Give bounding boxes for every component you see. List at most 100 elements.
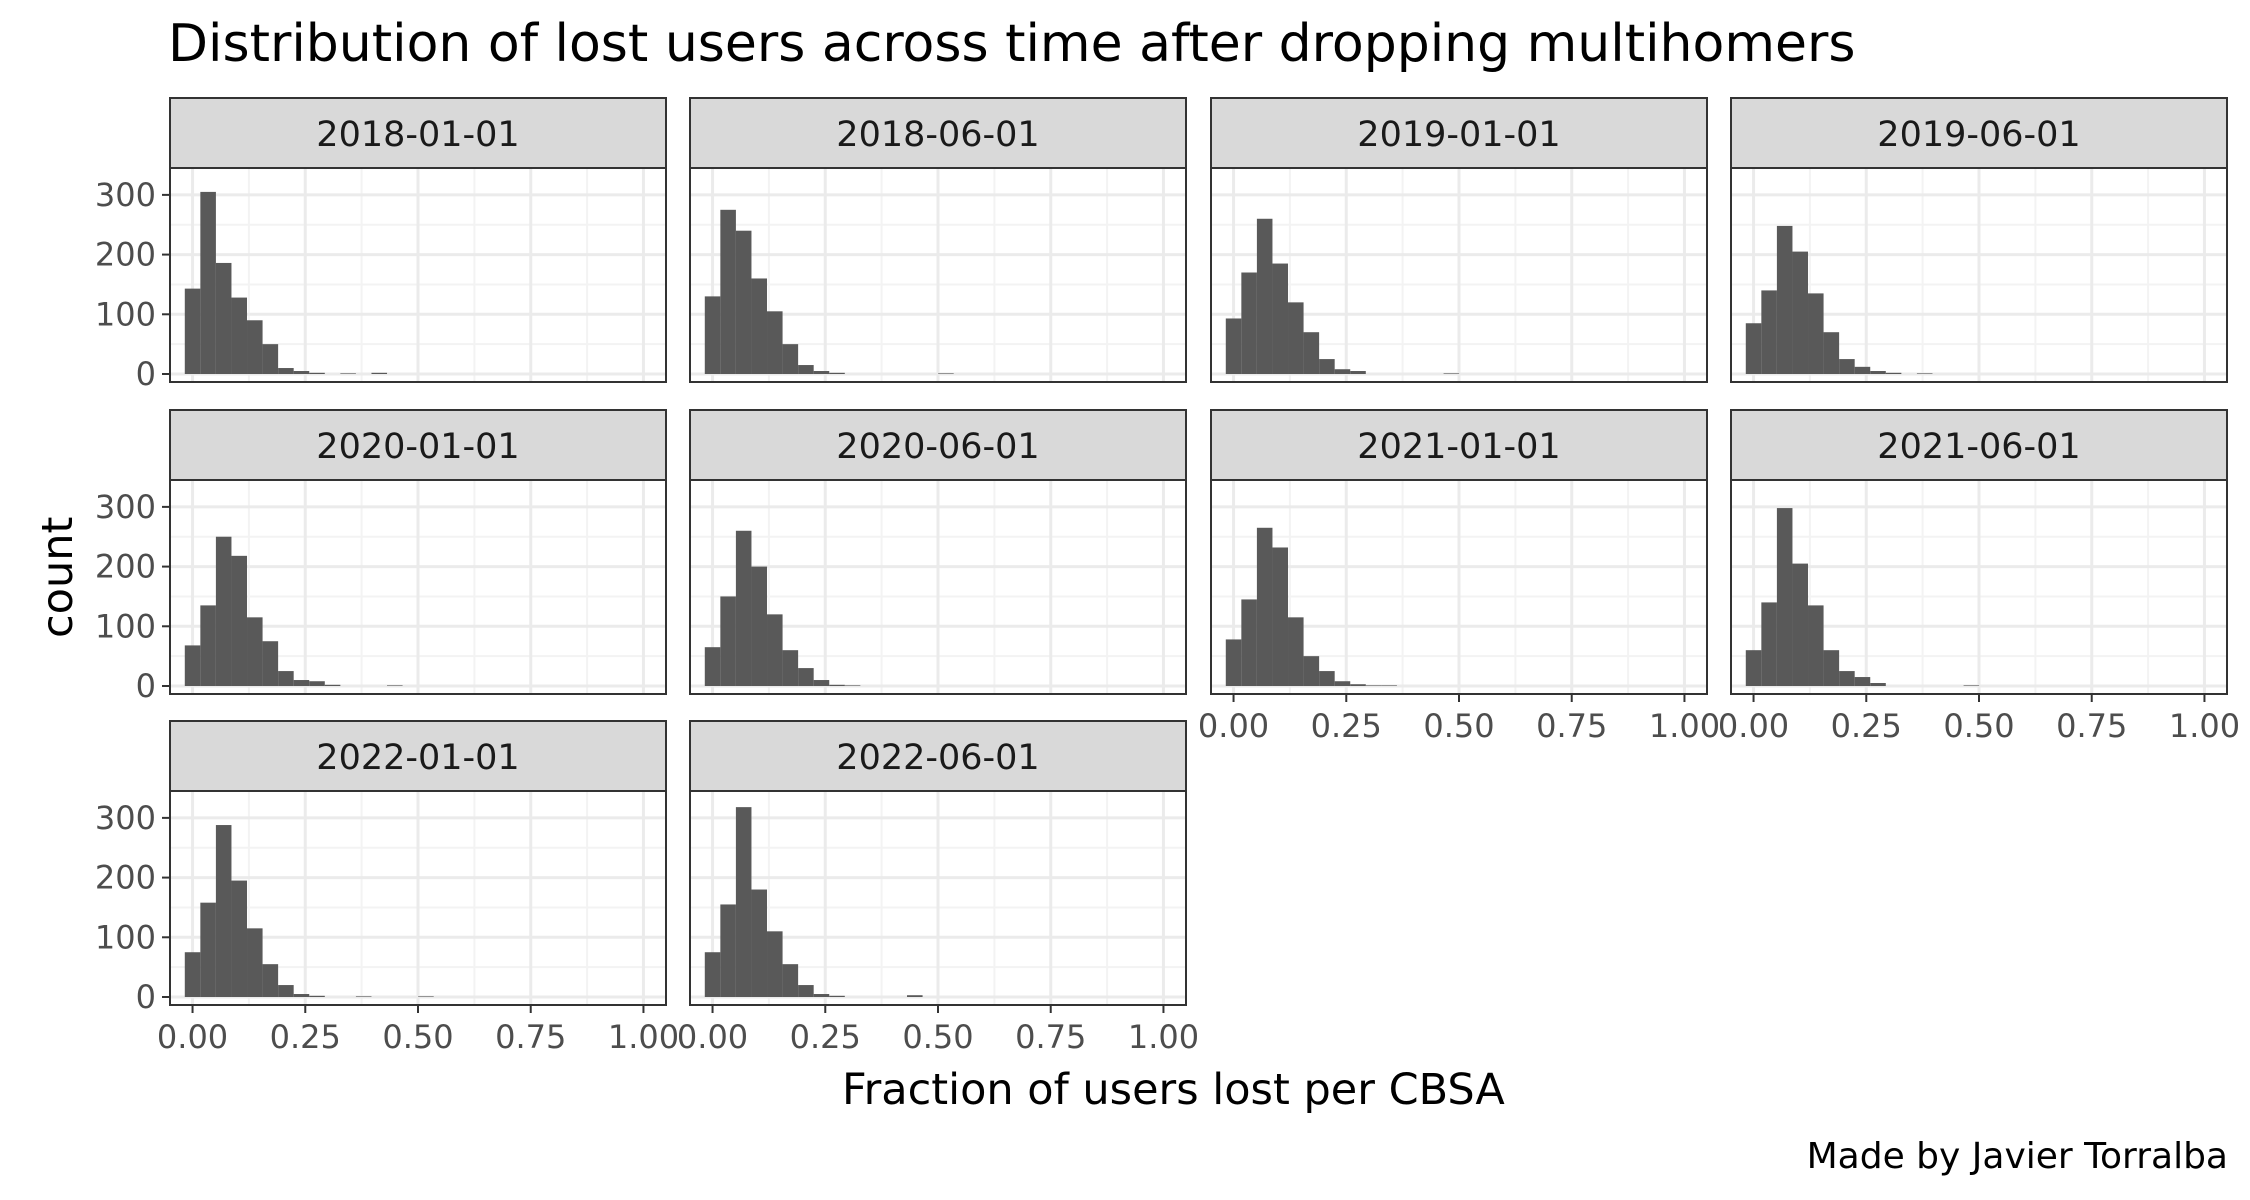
facet-panel: 2021-01-01 0.00 0.25 0.50 0.75 1.00 xyxy=(1198,409,1720,745)
facet-strip-label: 2021-06-01 xyxy=(1877,427,2080,467)
x-tick-label: 1.00 xyxy=(1649,707,1720,745)
facet-strip-label: 2022-01-01 xyxy=(316,738,519,778)
x-tick-label: 0.50 xyxy=(1423,707,1494,745)
histogram-bar xyxy=(262,641,279,686)
x-tick-label: 1.00 xyxy=(1128,1018,1199,1056)
histogram-bar xyxy=(751,566,768,686)
histogram-bar xyxy=(1365,685,1382,686)
facet-strip-label: 2018-06-01 xyxy=(836,115,1039,155)
x-tick-label: 0.75 xyxy=(495,1018,566,1056)
histogram-bar xyxy=(200,191,216,374)
histogram-bar xyxy=(371,372,388,374)
histogram-bar xyxy=(720,904,736,997)
facet-strip-label: 2020-01-01 xyxy=(316,427,519,467)
facet-strip xyxy=(1730,97,2228,169)
histogram-bar xyxy=(309,995,325,997)
facet-strip-label: 2021-01-01 xyxy=(1357,427,1560,467)
facet-strip-label: 2018-01-01 xyxy=(316,115,519,155)
histogram-bar xyxy=(907,995,923,997)
histogram-bar xyxy=(844,685,861,686)
y-tick-label: 200 xyxy=(95,859,156,897)
histogram-bar xyxy=(1334,681,1351,686)
histogram-bar xyxy=(1319,671,1335,686)
histogram-bar xyxy=(1808,605,1824,686)
histogram-bar xyxy=(231,880,248,997)
histogram-bar xyxy=(767,931,783,997)
histogram-bar xyxy=(1823,332,1840,374)
facet-strip-label: 2019-06-01 xyxy=(1877,115,2080,155)
facet-panel: 2018-01-01 0 100 200 300 xyxy=(95,97,667,393)
x-tick-label: 0.00 xyxy=(157,1018,228,1056)
histogram-bar xyxy=(278,985,294,997)
histogram-bar xyxy=(704,952,721,997)
histogram-bar xyxy=(200,605,216,686)
histogram-bar xyxy=(1808,293,1824,374)
histogram-bar xyxy=(1745,650,1762,686)
x-tick-label: 1.00 xyxy=(608,1018,679,1056)
histogram-bar xyxy=(1256,218,1273,374)
histogram-bar xyxy=(798,985,814,997)
histogram-bar xyxy=(1350,371,1366,374)
histogram-bar xyxy=(231,555,248,686)
histogram-bar xyxy=(1745,323,1762,374)
y-tick-label: 300 xyxy=(95,799,156,837)
histogram-bar xyxy=(735,230,752,374)
histogram-bar xyxy=(262,344,279,374)
histogram-bar xyxy=(1241,599,1257,686)
histogram-bar xyxy=(1319,359,1335,374)
facet-panel: 2021-06-01 0.00 0.25 0.50 0.75 1.00 xyxy=(1718,409,2240,745)
y-tick-label: 100 xyxy=(95,607,156,645)
histogram-bar xyxy=(829,995,845,997)
x-tick-label: 0.00 xyxy=(1198,707,1269,745)
histogram-bar xyxy=(1792,563,1809,686)
histogram-bar xyxy=(767,311,783,374)
histogram-bar xyxy=(278,368,294,374)
x-tick-label: 0.25 xyxy=(270,1018,341,1056)
x-tick-label: 0.75 xyxy=(1015,1018,1086,1056)
histogram-bar xyxy=(751,278,768,374)
facet-panel: 2020-01-01 0 100 200 300 xyxy=(95,409,667,705)
histogram-bar xyxy=(798,365,814,374)
histogram-bar xyxy=(293,994,310,997)
y-tick-label: 0 xyxy=(136,355,156,393)
histogram-bar xyxy=(1303,332,1320,374)
x-axis-title: Fraction of users lost per CBSA xyxy=(842,1065,1505,1115)
facet-strip xyxy=(1730,409,2228,481)
histogram-bar xyxy=(813,680,830,686)
x-tick-label: 0.25 xyxy=(1311,707,1382,745)
histogram-bar xyxy=(418,996,434,997)
x-tick-label: 0.50 xyxy=(902,1018,973,1056)
histogram-bar xyxy=(1225,639,1242,686)
histogram-bar xyxy=(938,373,954,374)
facet-strip-label: 2020-06-01 xyxy=(836,427,1039,467)
histogram-bar xyxy=(1792,251,1809,374)
histogram-bar xyxy=(1776,225,1793,374)
histogram-bar xyxy=(1870,371,1886,374)
panel-border xyxy=(169,479,667,695)
histogram-bar xyxy=(247,617,263,686)
histogram-bar xyxy=(1916,373,1933,374)
histogram-bar xyxy=(324,684,341,686)
y-tick-label: 0 xyxy=(136,667,156,705)
facet-panel: 2020-06-01 xyxy=(689,409,1187,695)
histogram-bar xyxy=(1839,359,1855,374)
y-tick-label: 300 xyxy=(95,488,156,526)
histogram-bar xyxy=(200,902,216,997)
histogram-bar xyxy=(184,952,201,997)
facet-panel: 2018-06-01 xyxy=(689,97,1187,383)
histogram-bar xyxy=(293,680,310,686)
histogram-bar xyxy=(1350,684,1366,686)
x-tick-label: 0.25 xyxy=(1831,707,1902,745)
histogram-bar xyxy=(184,645,201,686)
x-tick-label: 0.75 xyxy=(1536,707,1607,745)
histogram-bar xyxy=(1272,547,1289,686)
facet-strip-label: 2019-01-01 xyxy=(1357,115,1560,155)
histogram-bar xyxy=(184,288,201,374)
facet-panel: 2022-01-01 0 100 200 300 0.00 0.25 0.50 0.75 1.00 xyxy=(95,720,679,1056)
panel-border xyxy=(169,167,667,383)
histogram-bar xyxy=(829,684,845,686)
panel-border xyxy=(689,167,1187,383)
histogram-bar xyxy=(1443,373,1460,374)
histogram-bar xyxy=(1334,369,1351,374)
